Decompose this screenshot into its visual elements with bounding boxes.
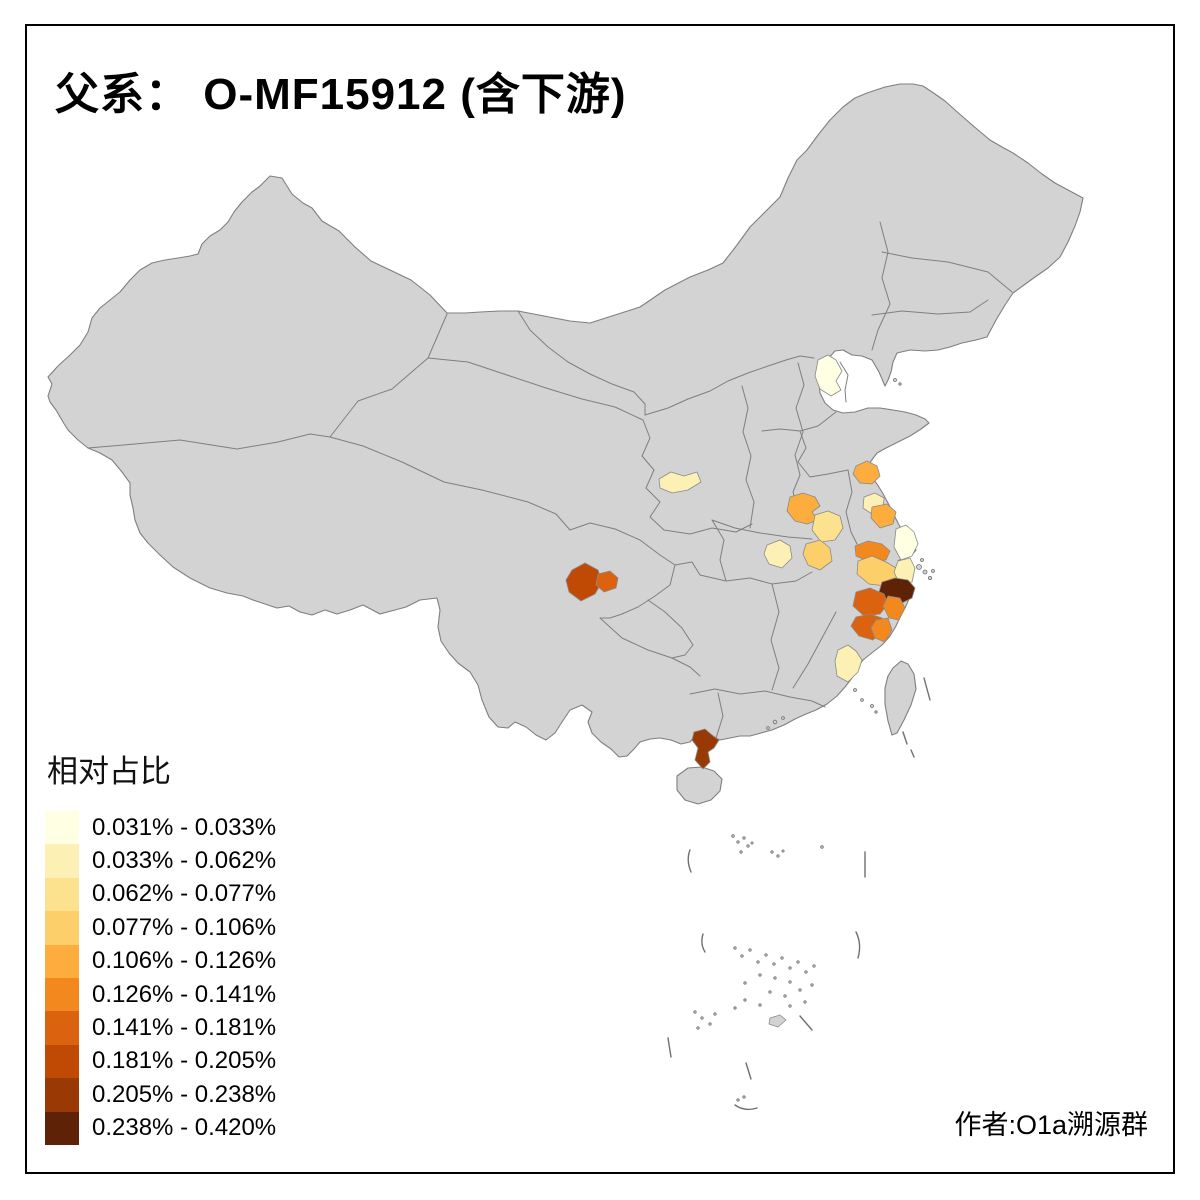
author-credit: 作者:O1a溯源群 (954, 1110, 1148, 1140)
page-title: 父系： O-MF15912 (含下游) (55, 70, 627, 119)
legend: 相对占比 0.031% - 0.033% 0.033% - 0.062% 0.0… (45, 746, 276, 1145)
region-southeast-gansu (658, 471, 702, 494)
legend-item: 0.077% - 0.106% (45, 911, 277, 945)
legend-label: 0.181% - 0.205% (92, 1047, 277, 1075)
region-wenzhou (870, 617, 893, 643)
choropleth-regions (565, 354, 919, 770)
legend-swatch (45, 844, 79, 878)
legend-item: 0.238% - 0.420% (45, 1111, 277, 1145)
region-suizhou (763, 539, 793, 569)
legend-swatch (45, 1044, 79, 1079)
region-zhanjiang-leizhou (691, 728, 720, 770)
legend-label: 0.033% - 0.062% (92, 847, 277, 875)
legend-item: 0.126% - 0.141% (45, 977, 277, 1012)
legend-swatch (45, 1011, 79, 1045)
legend-label: 0.031% - 0.033% (92, 813, 277, 841)
legend-label: 0.205% - 0.238% (92, 1080, 277, 1108)
region-hefei (802, 539, 833, 571)
legend-swatch (45, 877, 79, 912)
legend-label: 0.062% - 0.077% (92, 880, 277, 908)
legend-item: 0.062% - 0.077% (45, 877, 277, 912)
region-north-fujian (834, 644, 863, 683)
region-yaan-chengdu (565, 562, 603, 602)
region-leshan-meishan (595, 570, 619, 593)
legend-swatch (45, 1078, 79, 1112)
legend-item: 0.141% - 0.181% (45, 1011, 277, 1045)
legend-item: 0.205% - 0.238% (45, 1078, 277, 1112)
taiwan-island (884, 660, 917, 736)
legend-label: 0.077% - 0.106% (92, 913, 277, 941)
legend-swatch (45, 944, 79, 978)
legend-title: 相对占比 (47, 754, 171, 789)
legend-label: 0.126% - 0.141% (92, 980, 277, 1008)
region-beijing (814, 354, 843, 397)
hainan-island (676, 766, 723, 805)
legend-label: 0.141% - 0.181% (92, 1014, 277, 1042)
region-yangzhou-taizhou (870, 503, 897, 529)
legend-swatch (45, 811, 79, 845)
province-borders (87, 221, 1013, 739)
legend-item: 0.181% - 0.205% (45, 1044, 277, 1079)
region-bengbu (811, 510, 844, 543)
region-nantong-shanghai (893, 524, 919, 561)
legend-swatch (45, 911, 79, 945)
figure-border (25, 24, 1175, 1174)
legend-swatch (45, 1111, 79, 1145)
region-nanjing-changzhou (854, 540, 891, 563)
island-dashes (667, 677, 931, 1111)
legend-label: 0.106% - 0.126% (92, 947, 277, 975)
region-jinhua-quzhou (852, 587, 889, 617)
legend-label: 0.238% - 0.420% (92, 1114, 277, 1142)
legend-swatch (45, 977, 79, 1012)
china-mainland (47, 83, 1084, 758)
small-islands (693, 378, 935, 1102)
region-taizhou-zhejiang (882, 595, 906, 621)
legend-item: 0.106% - 0.126% (45, 944, 277, 978)
region-north-jiangsu (852, 460, 881, 485)
legend-item: 0.033% - 0.062% (45, 844, 277, 878)
legend-item: 0.031% - 0.033% (45, 811, 277, 845)
